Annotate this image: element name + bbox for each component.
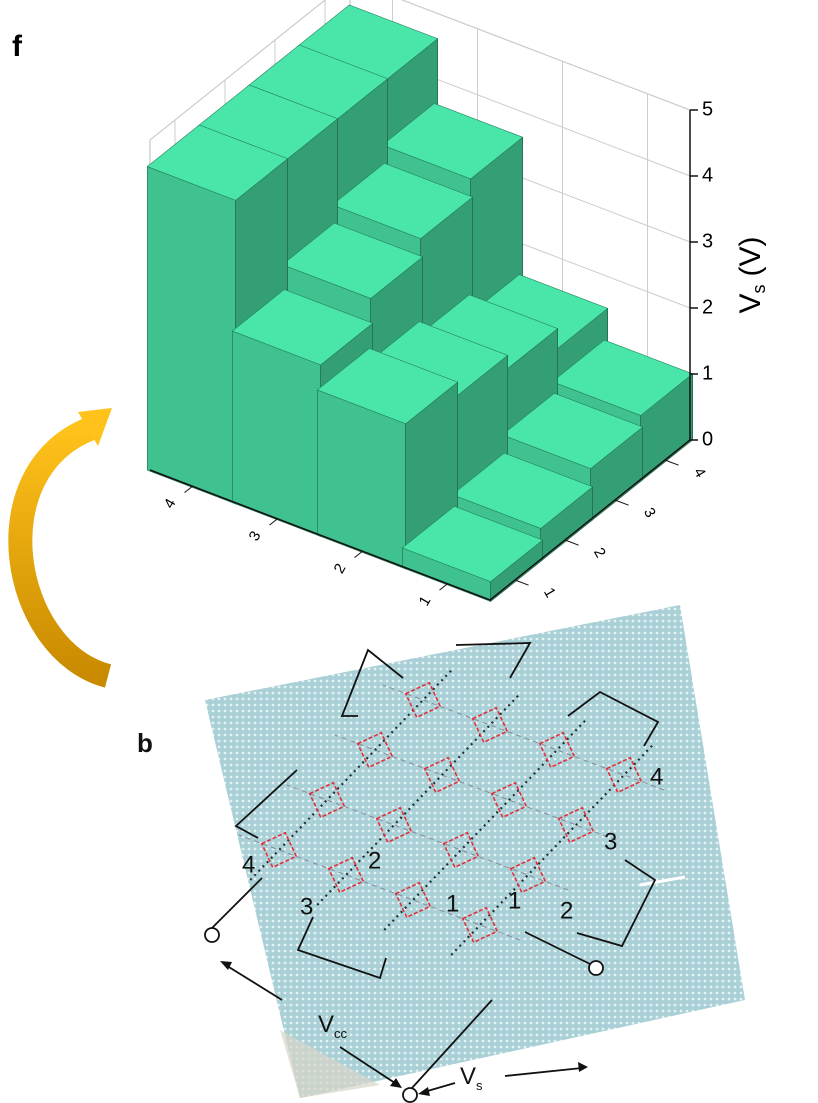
z-label-unit: (V) [734, 236, 767, 276]
col-label: 4 [650, 763, 663, 790]
z-axis-label: Vs (V) [734, 236, 769, 313]
x-tick-label: 1 [416, 593, 435, 609]
lattice-image [205, 605, 745, 1098]
x-tick-label: 2 [331, 561, 350, 577]
row-label: 2 [368, 847, 381, 874]
col-label: 1 [508, 887, 521, 914]
vs-main: V [460, 1063, 476, 1090]
row-label: 1 [446, 890, 459, 917]
y-tick-label: 4 [690, 465, 709, 481]
vcc-sub: cc [334, 1026, 348, 1041]
bar-face [147, 167, 235, 504]
vs-sub: s [476, 1078, 483, 1093]
z-label-sub: s [749, 284, 769, 293]
terminal [205, 928, 219, 942]
z-tick-label: 1 [702, 362, 713, 384]
col-label: 2 [560, 897, 573, 924]
arrow [505, 1068, 582, 1076]
y-tick-label: 3 [640, 505, 659, 521]
x-tick-label: 4 [161, 496, 180, 512]
z-tick-label: 3 [702, 230, 713, 252]
page: 1 2 3 4 1 2 3 4 0 1 2 3 4 5 Vs (V) f b 4 3 [0, 0, 818, 1103]
x-tick-label: 3 [246, 528, 265, 544]
y-tick-label: 1 [540, 585, 559, 601]
z-tick-label: 5 [702, 98, 713, 120]
row-label: 3 [300, 893, 313, 920]
row-label: 4 [242, 851, 255, 878]
tick [515, 580, 529, 585]
terminal [403, 1088, 417, 1102]
panel-label: b [137, 728, 153, 758]
col-label: 3 [604, 828, 617, 855]
y-tick-label: 2 [590, 545, 609, 561]
curved-arrow [20, 428, 108, 676]
micrograph [205, 605, 745, 1098]
z-tick-label: 0 [702, 428, 713, 450]
terminal [589, 961, 603, 975]
bar-face [232, 331, 320, 536]
tick [355, 551, 363, 557]
z-tick-label: 2 [702, 296, 713, 318]
tick [565, 540, 579, 545]
vs-label: Vs [460, 1063, 483, 1093]
z-label-main: V [734, 293, 767, 313]
figure: 1 2 3 4 1 2 3 4 0 1 2 3 4 5 Vs (V) f b 4 3 [0, 0, 818, 1103]
bar-chart-3d: 1 2 3 4 1 2 3 4 0 1 2 3 4 5 Vs (V) [147, 0, 768, 609]
arrow-head [578, 1062, 588, 1072]
tick [665, 460, 679, 465]
tick [185, 486, 193, 492]
arrow-head [390, 1078, 402, 1088]
arrow-head [418, 1087, 430, 1096]
tick [270, 519, 278, 525]
tick [440, 584, 448, 590]
panel-label: f [12, 30, 23, 63]
z-tick-label: 4 [702, 164, 713, 186]
vcc-main: V [318, 1011, 334, 1038]
tick [615, 500, 629, 505]
